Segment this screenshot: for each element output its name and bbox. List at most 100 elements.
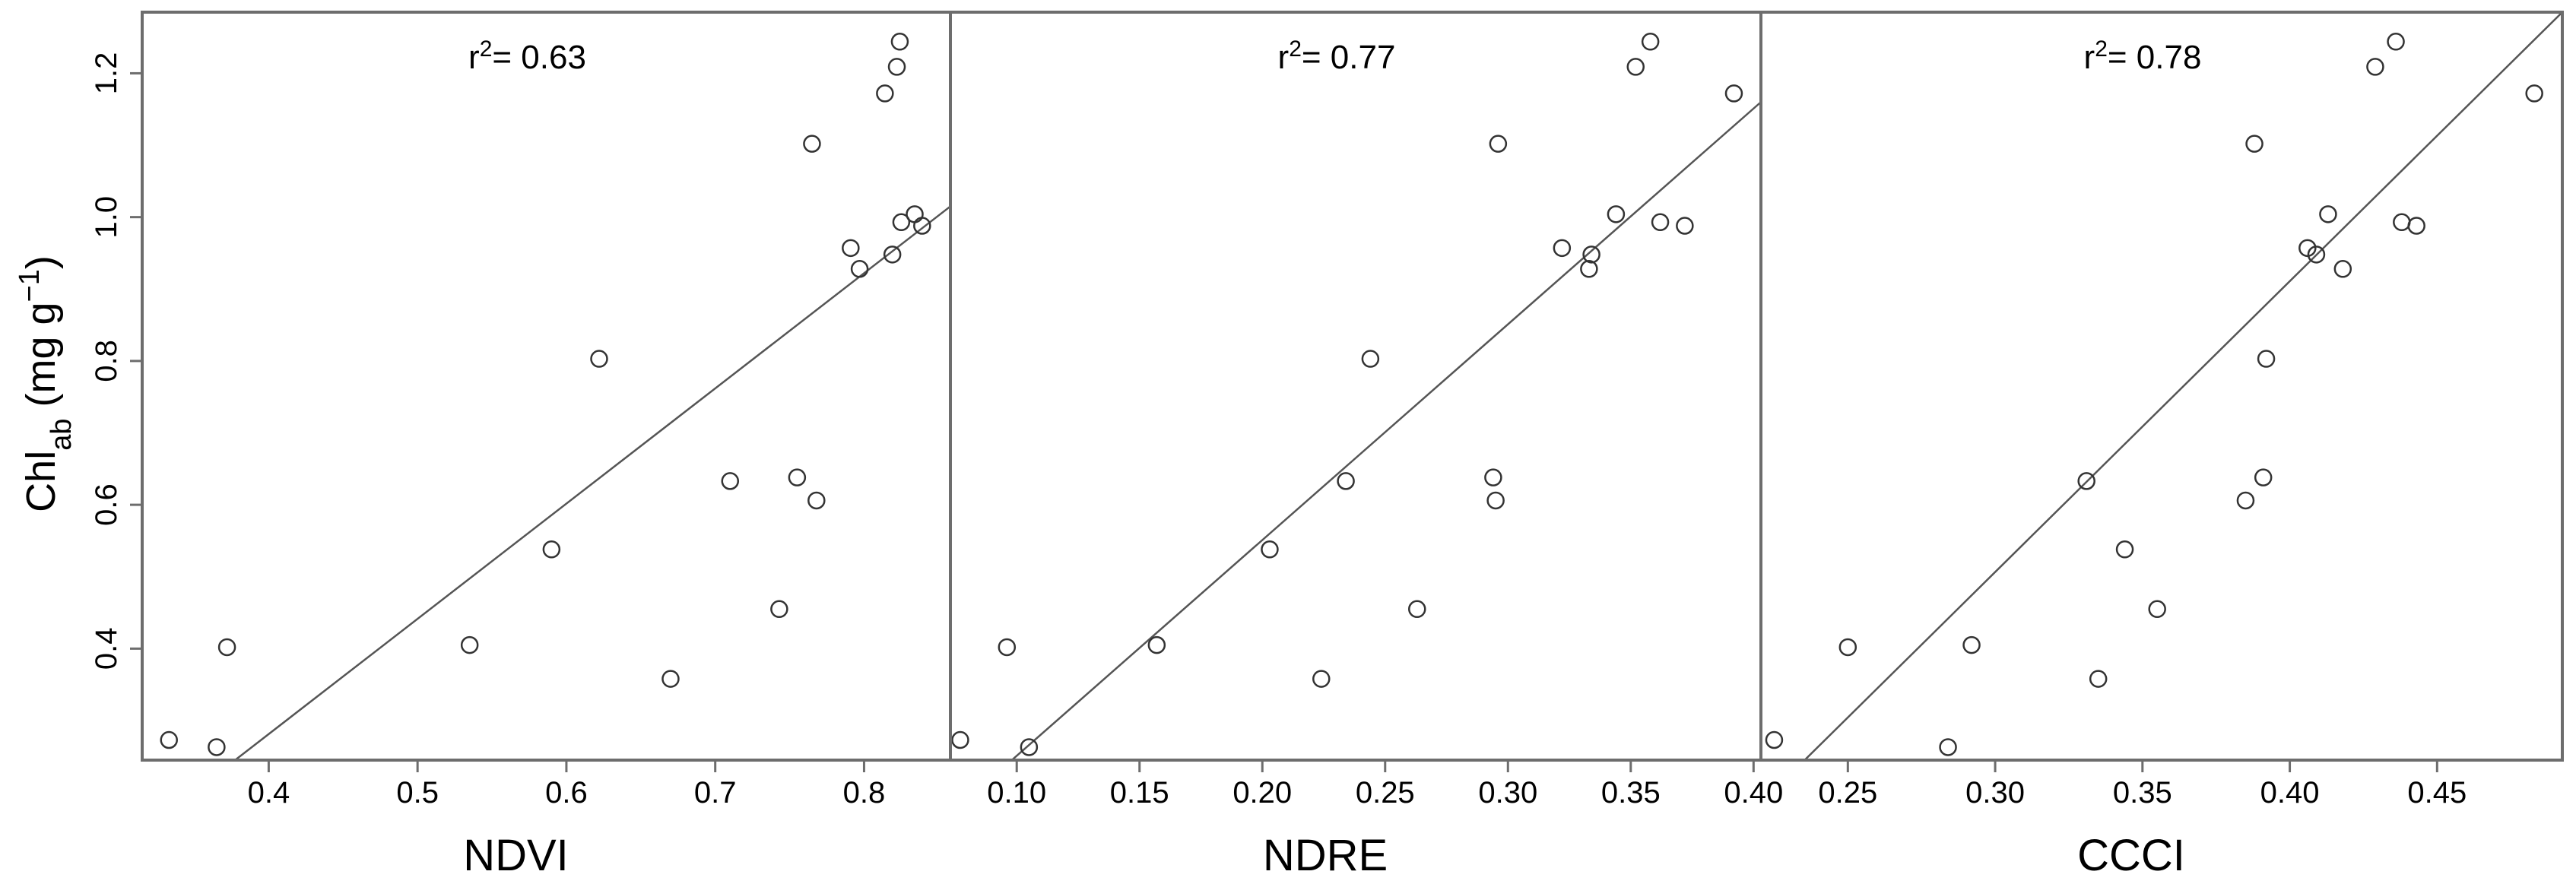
x-axis-title: NDRE xyxy=(1263,831,1388,880)
data-point xyxy=(807,491,826,510)
x-tick-label: 0.25 xyxy=(1356,776,1415,810)
data-point xyxy=(2148,600,2166,619)
points-layer xyxy=(160,33,931,756)
data-point xyxy=(2254,468,2273,486)
data-point xyxy=(1489,135,1508,153)
data-point xyxy=(1261,540,1279,559)
x-tick-label: 0.25 xyxy=(1818,776,1877,810)
data-point xyxy=(883,246,902,264)
r-squared-value: = 0.78 xyxy=(2108,39,2202,76)
data-point xyxy=(842,239,860,258)
x-tick-label: 0.15 xyxy=(1110,776,1169,810)
y-axis-title-base: Chl xyxy=(18,451,64,512)
x-tick-label: 0.6 xyxy=(545,776,588,810)
data-point xyxy=(2236,491,2255,510)
data-point xyxy=(876,84,894,103)
data-point xyxy=(1962,635,1981,654)
x-tick-label: 0.45 xyxy=(2407,776,2467,810)
x-tick-label: 0.40 xyxy=(2260,776,2320,810)
data-point xyxy=(2077,472,2095,490)
data-point xyxy=(850,260,869,278)
r-squared-sup: 2 xyxy=(480,36,493,62)
y-axis-title-unit-close: ) xyxy=(18,255,64,269)
y-tick-label: 1.2 xyxy=(90,52,123,95)
r-squared-value: = 0.63 xyxy=(492,39,586,76)
r-squared-prefix: r xyxy=(468,39,480,76)
data-point xyxy=(892,213,911,232)
data-point xyxy=(160,730,178,749)
data-point xyxy=(542,540,561,559)
panel-ccci: 0.25 0.30 0.35 0.40 0.45 r2= 0.78 CCCI xyxy=(1759,11,2564,880)
data-point xyxy=(2089,670,2108,688)
data-point xyxy=(1626,58,1645,76)
points-layer xyxy=(1765,33,2543,756)
points-layer xyxy=(951,33,1743,756)
x-axis: 0.10 0.15 0.20 0.25 0.30 0.35 0.40 xyxy=(987,760,1783,810)
data-point xyxy=(1361,350,1380,368)
data-point xyxy=(998,638,1017,657)
y-axis-title-sub: ab xyxy=(46,419,78,451)
data-point xyxy=(1641,33,1660,51)
data-point xyxy=(890,33,909,51)
x-tick-label: 0.35 xyxy=(1601,776,1661,810)
y-tick-label: 1.0 xyxy=(90,196,123,239)
x-tick-label: 0.30 xyxy=(1478,776,1537,810)
r-squared-label: r2= 0.77 xyxy=(1278,36,1396,77)
panel-ndre: 0.10 0.15 0.20 0.25 0.30 0.35 0.40 r2= 0.77 ND… xyxy=(949,11,1783,880)
data-point xyxy=(887,58,906,76)
data-point xyxy=(770,600,788,619)
data-point xyxy=(1765,730,1784,749)
data-point xyxy=(661,670,680,688)
data-point xyxy=(1939,738,1957,756)
fit-line-layer xyxy=(233,205,950,760)
data-point xyxy=(1838,638,1857,657)
y-tick-label: 0.6 xyxy=(90,483,123,526)
r-squared-label: r2= 0.78 xyxy=(2084,36,2202,77)
data-point xyxy=(2245,135,2264,153)
data-point xyxy=(217,638,236,657)
x-tick-label: 0.8 xyxy=(843,776,886,810)
y-axis-title-unit-open: (mg g xyxy=(18,302,64,418)
data-point xyxy=(2257,350,2276,368)
data-point xyxy=(1312,670,1331,688)
data-point xyxy=(460,635,479,654)
data-point xyxy=(1580,260,1598,278)
data-point xyxy=(590,350,608,368)
x-axis: 0.4 0.5 0.6 0.7 0.8 xyxy=(248,760,886,810)
x-axis-title: CCCI xyxy=(2077,831,2185,880)
data-point xyxy=(913,217,931,235)
fit-line xyxy=(233,205,950,760)
r-squared-sup: 2 xyxy=(2095,36,2108,62)
y-axis-title: Chlab (mg g−1) xyxy=(14,255,78,512)
data-point xyxy=(1676,217,1694,235)
data-point xyxy=(2298,239,2317,258)
data-point xyxy=(1651,213,1670,232)
x-tick-label: 0.35 xyxy=(2113,776,2172,810)
data-point xyxy=(2319,205,2337,223)
data-point xyxy=(803,135,821,153)
x-tick-label: 0.5 xyxy=(396,776,439,810)
data-point xyxy=(208,738,226,756)
data-point xyxy=(2387,33,2405,51)
data-point xyxy=(2407,217,2425,235)
data-point xyxy=(1408,600,1426,619)
data-point xyxy=(1582,246,1600,264)
x-tick-label: 0.10 xyxy=(987,776,1046,810)
data-point xyxy=(1020,738,1039,756)
r-squared-sup: 2 xyxy=(1289,36,1302,62)
y-tick-label: 0.4 xyxy=(90,628,123,670)
fit-line xyxy=(1803,12,2562,760)
data-point xyxy=(1337,472,1355,490)
x-tick-label: 0.4 xyxy=(248,776,290,810)
fit-line xyxy=(1010,101,1761,760)
fit-line-layer xyxy=(1803,12,2562,760)
x-tick-label: 0.7 xyxy=(694,776,737,810)
data-point xyxy=(1724,84,1743,103)
r-squared-prefix: r xyxy=(1278,39,1290,76)
x-tick-label: 0.40 xyxy=(1724,776,1783,810)
r-squared-value: = 0.77 xyxy=(1302,39,1396,76)
r-squared-prefix: r xyxy=(2084,39,2095,76)
data-point xyxy=(951,730,969,749)
data-point xyxy=(2525,84,2543,103)
